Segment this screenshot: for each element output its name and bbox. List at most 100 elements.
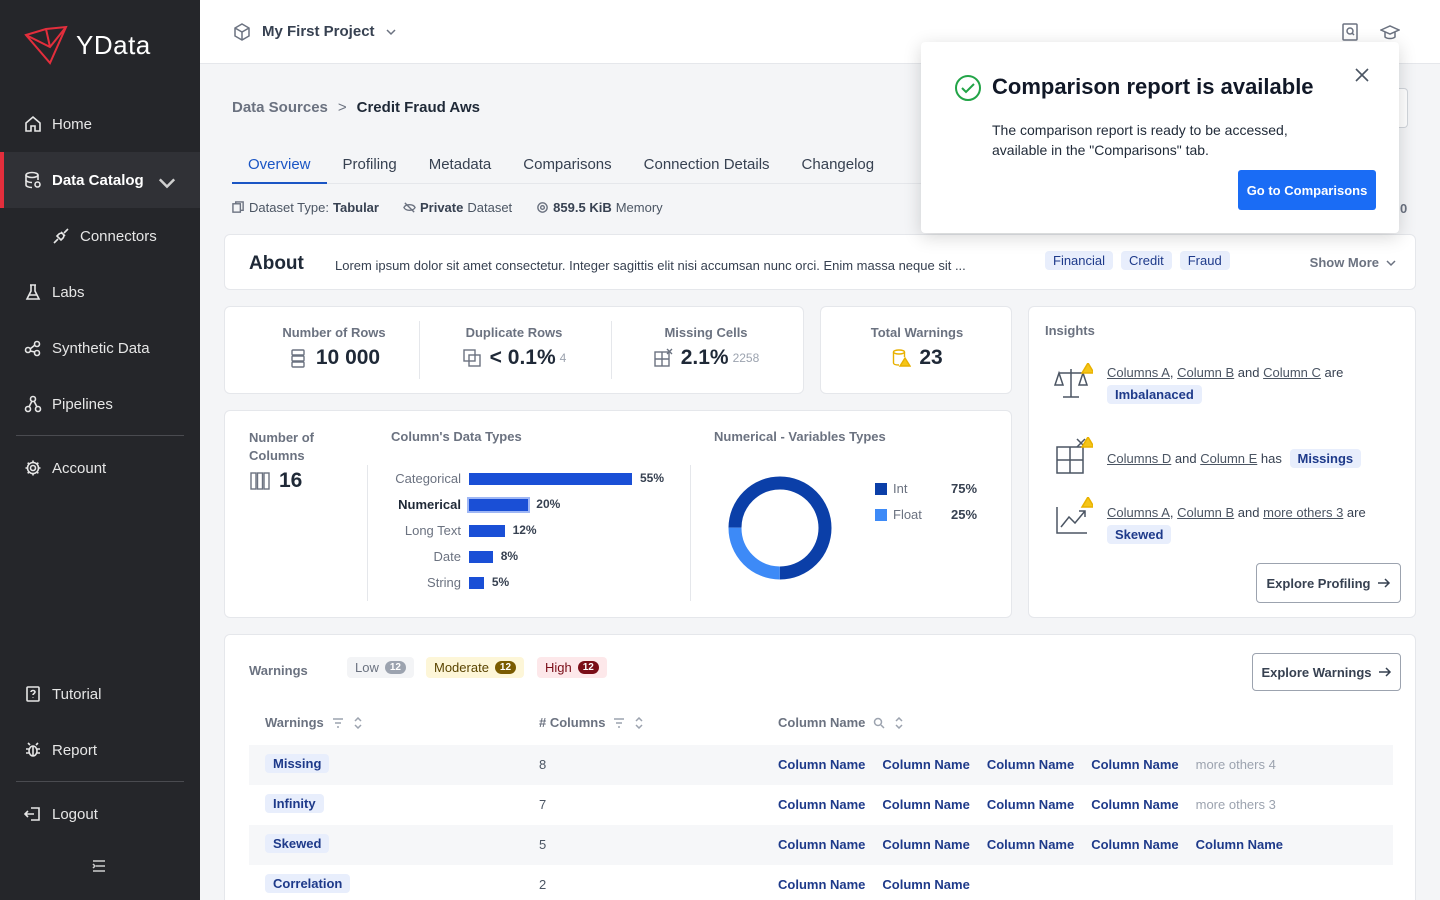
donut-slice-int[interactable] <box>728 476 832 580</box>
project-cube-icon <box>234 22 250 41</box>
sidebar-item-logout[interactable]: Logout <box>0 786 200 842</box>
brand-logo[interactable]: YData <box>0 0 200 90</box>
graduation-cap-icon[interactable] <box>1380 22 1400 42</box>
severity-filter-moderate[interactable]: Moderate 12 <box>426 657 525 678</box>
column-name-link[interactable]: Column Name <box>1091 757 1179 772</box>
tag-credit: Credit <box>1121 251 1172 270</box>
dataset-privacy-value: Private <box>419 200 464 215</box>
column-header-warnings[interactable]: Warnings <box>265 715 364 730</box>
column-name-link[interactable]: Column Name <box>778 797 866 812</box>
breadcrumb-current: Credit Fraud Aws <box>356 99 480 116</box>
more-columns-link[interactable]: more others 3 <box>1195 797 1276 812</box>
filter-icon[interactable] <box>332 717 344 729</box>
bar-category-label: Numerical <box>398 497 461 512</box>
table-row[interactable]: Skewed 5 Column Name Column Name Column Name… <box>249 825 1393 865</box>
sidebar-item-label: Labs <box>52 283 85 301</box>
explore-profiling-button[interactable]: Explore Profiling <box>1256 563 1401 603</box>
brand-name: YData <box>76 29 151 60</box>
stats-card: Number of Rows 10 000 Duplicate Rows < 0… <box>224 306 804 394</box>
insight-link[interactable]: Column B <box>1177 505 1235 520</box>
severity-count: 12 <box>577 661 599 674</box>
arrow-right-icon <box>1377 578 1390 588</box>
sidebar-item-labs[interactable]: Labs <box>0 264 200 320</box>
column-name-link[interactable]: Column Name <box>1091 797 1179 812</box>
search-doc-icon[interactable] <box>1340 22 1360 42</box>
warning-type-badge: Infinity <box>265 794 324 813</box>
column-name-link[interactable]: Column Name <box>986 837 1075 852</box>
table-row[interactable]: Missing 8 Column Name Column Name Column Nam… <box>249 745 1393 785</box>
sidebar-item-account[interactable]: Account <box>0 440 200 496</box>
tab-profiling[interactable]: Profiling <box>342 156 397 173</box>
insight-link[interactable]: Column E <box>1200 451 1258 466</box>
tab-overview[interactable]: Overview <box>232 148 327 184</box>
column-name-link[interactable]: Column Name <box>778 757 866 772</box>
sidebar-item-report[interactable]: Report <box>0 722 200 778</box>
column-name-link[interactable]: Column Name <box>778 877 866 892</box>
severity-filter-low[interactable]: Low 12 <box>347 657 414 678</box>
column-name-link[interactable]: Column Name <box>778 837 866 852</box>
column-name-link[interactable]: Column Name <box>882 877 970 892</box>
bar-date[interactable] <box>469 551 493 563</box>
bar-value-label: 20% <box>536 497 561 511</box>
insight-link[interactable]: Column C <box>1263 365 1321 380</box>
sidebar-item-data-catalog[interactable]: Data Catalog <box>0 152 200 208</box>
bar-string[interactable] <box>469 577 484 589</box>
stat-warnings-label: Total Warnings <box>870 325 964 340</box>
breadcrumb-parent[interactable]: Data Sources <box>232 99 328 116</box>
search-icon[interactable] <box>873 717 885 729</box>
sidebar-item-label: Logout <box>52 805 98 823</box>
sidebar-item-home[interactable]: Home <box>0 96 200 152</box>
project-selector-label[interactable]: My First Project <box>262 23 375 40</box>
insight-link[interactable]: Column B <box>1177 365 1235 380</box>
show-more-button[interactable]: Show More <box>1310 255 1397 270</box>
stat-separator <box>611 321 612 379</box>
insight-link[interactable]: Columns A <box>1107 505 1170 520</box>
tab-connection-details[interactable]: Connection Details <box>643 156 770 173</box>
bar-long-text[interactable] <box>469 525 505 537</box>
collapse-menu-icon[interactable] <box>90 857 108 875</box>
plug-icon <box>53 228 69 244</box>
insight-link[interactable]: Columns A <box>1107 365 1170 380</box>
legend-item-float: Float 25% <box>875 507 977 522</box>
insight-link[interactable]: Columns D <box>1107 451 1172 466</box>
tab-metadata[interactable]: Metadata <box>428 156 492 173</box>
sort-icon[interactable] <box>893 716 905 729</box>
sidebar-item-tutorial[interactable]: Tutorial <box>0 666 200 722</box>
column-name-link[interactable]: Column Name <box>882 797 970 812</box>
column-name-link[interactable]: Column Name <box>986 757 1075 772</box>
column-header-columns[interactable]: # Columns <box>539 715 645 730</box>
column-name-link[interactable]: Column Name <box>882 757 970 772</box>
donut-slice-float[interactable] <box>728 476 832 580</box>
stat-missing-value: 2.1% <box>680 346 729 369</box>
insight-link[interactable]: more others 3 <box>1263 505 1344 520</box>
column-name-link[interactable]: Column Name <box>1195 837 1284 852</box>
bar-numerical[interactable] <box>466 497 531 513</box>
sort-icon[interactable] <box>633 716 645 729</box>
breadcrumb: Data Sources > Credit Fraud Aws <box>232 99 480 116</box>
dataset-privacy-label: Dataset <box>467 200 513 215</box>
more-columns-link[interactable]: more others 4 <box>1195 757 1276 772</box>
filter-icon[interactable] <box>613 717 625 729</box>
stat-warnings: Total Warnings 23 <box>821 325 1013 370</box>
sidebar-item-pipelines[interactable]: Pipelines <box>0 376 200 432</box>
close-icon[interactable] <box>1353 66 1371 84</box>
go-to-comparisons-button[interactable]: Go to Comparisons <box>1238 170 1376 210</box>
column-header-column-name[interactable]: Column Name <box>778 715 905 730</box>
column-name-link[interactable]: Column Name <box>882 837 970 852</box>
column-name-link[interactable]: Column Name <box>1091 837 1179 852</box>
tab-changelog[interactable]: Changelog <box>801 156 875 173</box>
sidebar-item-connectors[interactable]: Connectors <box>0 208 200 264</box>
column-name-link[interactable]: Column Name <box>986 797 1075 812</box>
table-row[interactable]: Correlation 2 Column Name Column Name <box>249 865 1393 900</box>
explore-warnings-button[interactable]: Explore Warnings <box>1252 653 1401 691</box>
sidebar-item-synthetic-data[interactable]: Synthetic Data <box>0 320 200 376</box>
bar-categorical[interactable] <box>469 473 632 485</box>
duplicate-icon <box>462 349 481 367</box>
table-row[interactable]: Infinity 7 Column Name Column Name Column Na… <box>249 785 1393 825</box>
insight-sep: , <box>1169 365 1178 380</box>
columns-count-label: Number of Columns <box>249 429 314 465</box>
tab-comparisons[interactable]: Comparisons <box>523 156 612 173</box>
severity-filter-high[interactable]: High 12 <box>537 657 607 678</box>
chevron-down-icon[interactable] <box>385 26 397 38</box>
sort-icon[interactable] <box>352 716 364 729</box>
